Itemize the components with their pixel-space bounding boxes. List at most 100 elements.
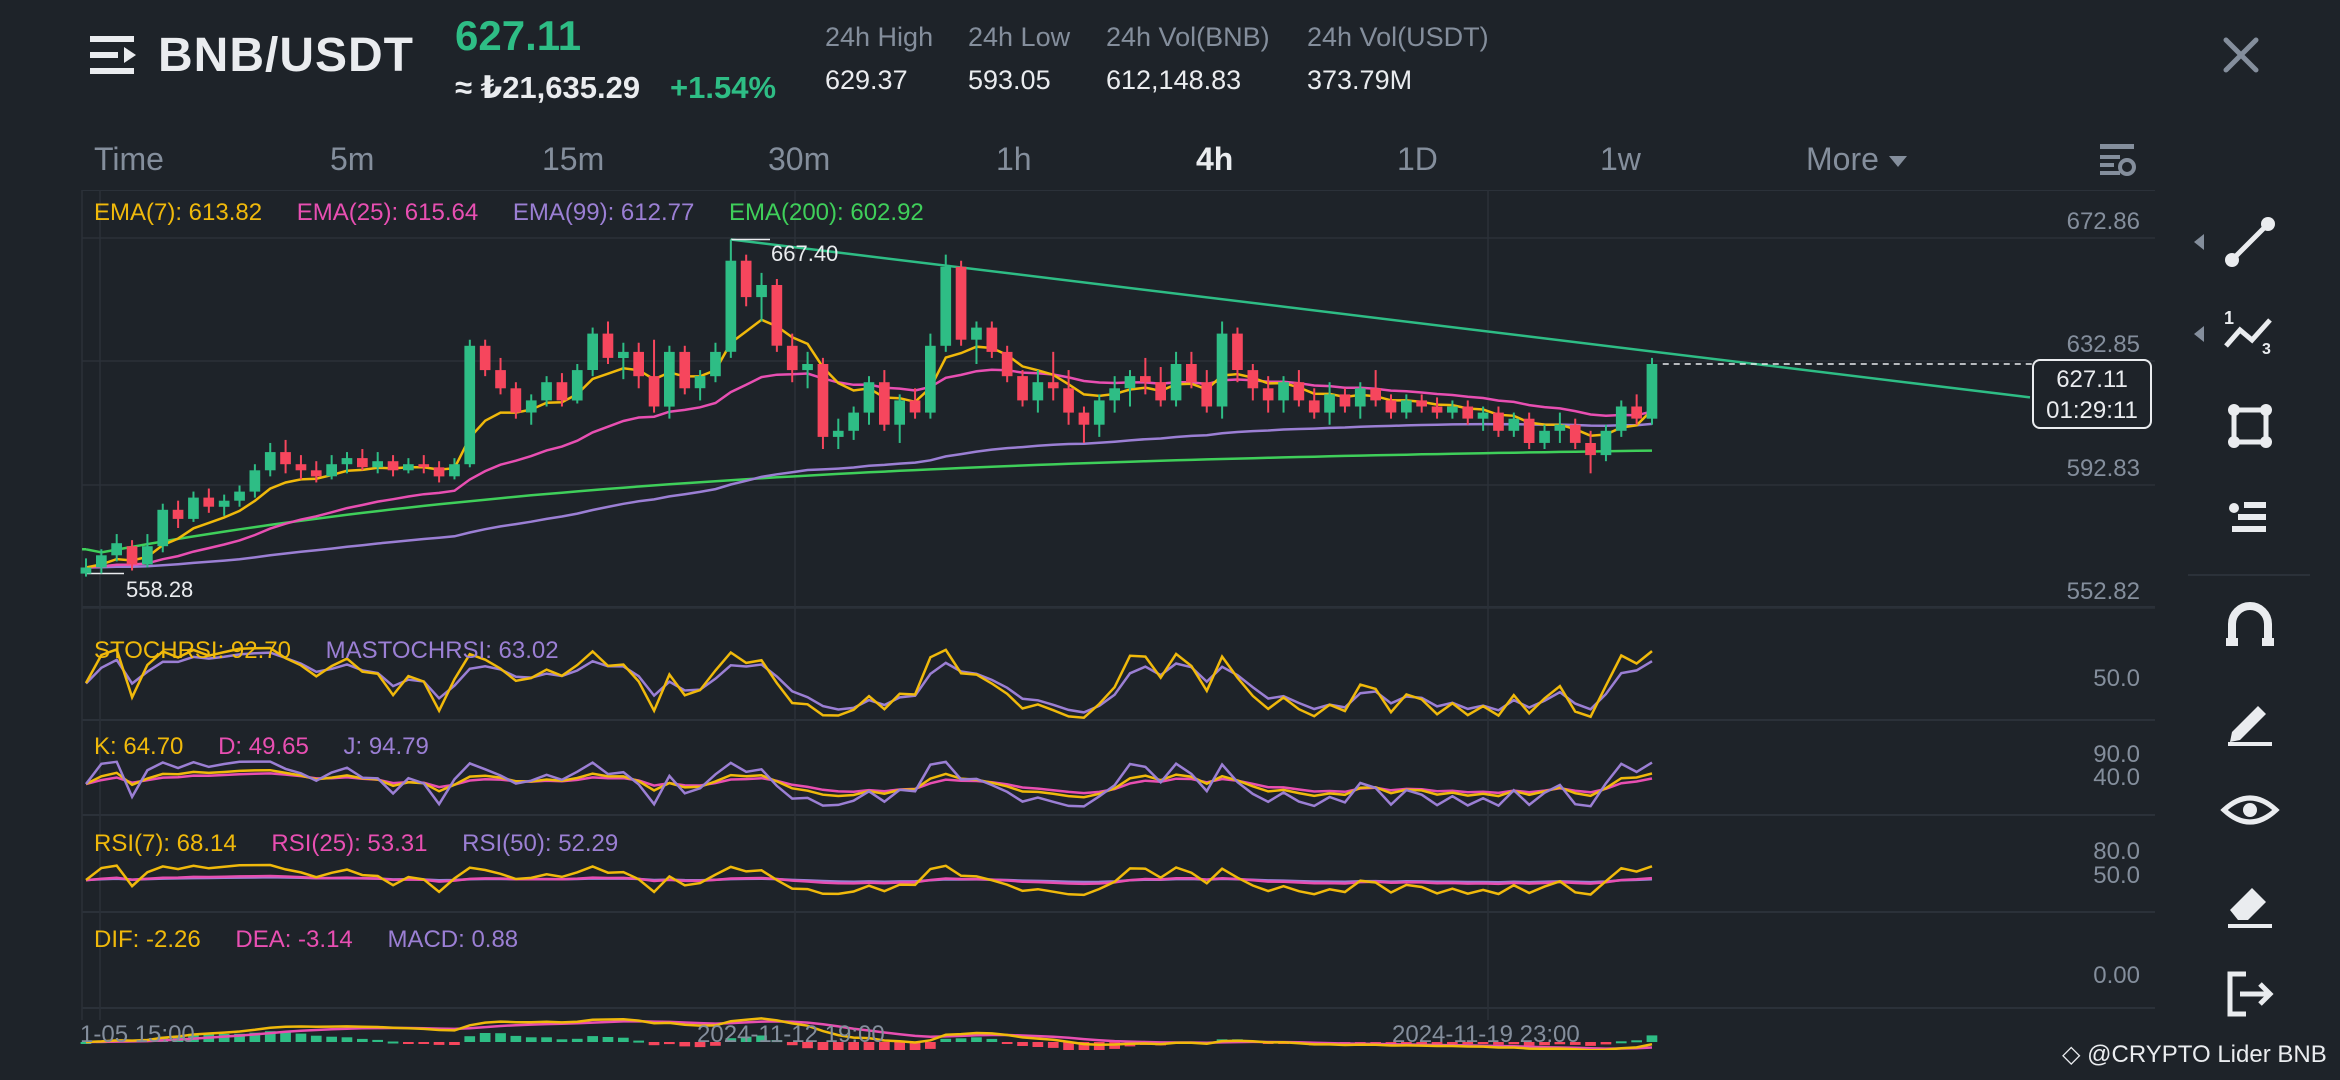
macd-bar: [1646, 1035, 1658, 1042]
macd-bar: [418, 1042, 430, 1044]
ema200-label: EMA(200): 602.92: [728, 199, 924, 226]
macd-bar: [387, 1041, 399, 1044]
tab-1h[interactable]: 1h: [996, 141, 1032, 177]
macd-bar: [234, 1033, 245, 1042]
date-axis-label: 1-05 15:00: [80, 1021, 195, 1048]
tab-1w[interactable]: 1w: [1600, 141, 1641, 177]
macd-bar: [694, 1042, 706, 1048]
macd-bar: [1431, 1042, 1443, 1045]
fib-icon[interactable]: 1 3: [2218, 302, 2282, 366]
rectangle-icon[interactable]: [2218, 394, 2282, 458]
tab-4h[interactable]: 4h: [1196, 141, 1234, 177]
menu-icon[interactable]: [90, 34, 138, 76]
macd-bar: [940, 1038, 952, 1042]
macd-bar: [403, 1042, 414, 1044]
tab-30m[interactable]: 30m: [768, 141, 831, 177]
macd-bar: [633, 1040, 644, 1043]
stochrsi-line: [84, 646, 1653, 719]
tab-1d[interactable]: 1D: [1397, 141, 1438, 177]
eye-icon[interactable]: [2218, 778, 2282, 842]
candle-body: [541, 382, 552, 401]
candle-body: [925, 345, 936, 413]
macd-bar: [1477, 1042, 1489, 1044]
candle-body: [418, 464, 430, 468]
low-annotation: 558.28: [126, 577, 194, 602]
candle-body: [111, 543, 122, 556]
macd-bar: [571, 1038, 583, 1042]
candle-body: [1539, 430, 1550, 443]
expand-arrow-icon[interactable]: [2194, 326, 2204, 342]
indicator-icon[interactable]: [2218, 486, 2282, 550]
expand-arrow-icon[interactable]: [2194, 234, 2204, 250]
macd-bar: [449, 1042, 460, 1045]
price-chart[interactable]: [0, 190, 2160, 1050]
candle-body: [1569, 424, 1581, 443]
pair-title[interactable]: BNB/USDT: [158, 29, 414, 82]
candle-body: [1416, 400, 1427, 407]
macd-bar: [495, 1033, 506, 1042]
macd-bar: [587, 1036, 598, 1042]
macd-bar: [357, 1038, 368, 1042]
macd-bar: [971, 1037, 982, 1042]
close-icon[interactable]: [2222, 36, 2260, 74]
candle-body: [1278, 382, 1289, 401]
candle-body: [1293, 382, 1305, 401]
exit-icon[interactable]: [2218, 962, 2282, 1026]
candle-body: [1124, 376, 1136, 389]
candle-body: [1477, 412, 1489, 419]
price-axis-label: 552.82: [2066, 578, 2140, 605]
macd-bar: [1032, 1042, 1044, 1047]
candle-body: [341, 458, 353, 465]
candle-body: [1462, 406, 1474, 419]
candle-body: [1032, 382, 1044, 401]
ema200-line: [85, 449, 1653, 554]
candle-body: [863, 382, 875, 413]
candle-body: [1109, 388, 1120, 401]
trend-line-icon[interactable]: [2218, 210, 2282, 274]
candle-body: [664, 351, 675, 407]
candle-body: [971, 327, 982, 340]
stochrsi-label: STOCHRSI: 92.70: [94, 637, 291, 664]
stat-label: 24h Low: [968, 22, 1071, 52]
macd-bar: [310, 1035, 322, 1042]
candle-body: [495, 370, 506, 389]
candle-body: [602, 333, 614, 358]
date-axis-label: 2024-11-12 19:00: [697, 1021, 885, 1048]
macd-bar: [879, 1042, 890, 1050]
macd-bar: [80, 1042, 92, 1044]
tab-5m[interactable]: 5m: [330, 141, 375, 177]
tab-more[interactable]: More: [1806, 141, 1907, 178]
date-axis-label: 2024-11-19 23:00: [1392, 1021, 1580, 1048]
candle-body: [740, 260, 752, 298]
macd-bar: [1493, 1042, 1504, 1045]
dea-line: [85, 1020, 1653, 1050]
stat-24h-vol-usdt: 24h Vol(USDT) 373.79M: [1307, 22, 1489, 96]
candle-body: [157, 509, 169, 547]
draw-icon[interactable]: [2218, 686, 2282, 750]
candle-body: [1001, 351, 1013, 377]
candle-body: [679, 351, 691, 389]
magnet-icon[interactable]: [2218, 594, 2282, 658]
candle-body: [280, 452, 291, 465]
candle-body: [1247, 370, 1259, 389]
chart-settings-icon[interactable]: [2098, 142, 2136, 178]
candle-body: [126, 546, 138, 565]
tab-time[interactable]: Time: [94, 141, 164, 177]
macd-bar: [326, 1036, 337, 1042]
candle-body: [310, 470, 322, 477]
eraser-icon[interactable]: [2218, 870, 2282, 934]
candle-body: [1370, 388, 1381, 401]
candle-body: [142, 546, 153, 565]
macd-axis-label: 0.00: [2093, 962, 2140, 989]
current-price: 627.11: [2056, 366, 2128, 393]
tab-15m[interactable]: 15m: [542, 141, 605, 177]
macd-bar: [433, 1042, 445, 1045]
macd-bar: [1093, 1042, 1105, 1050]
candle-body: [387, 461, 399, 471]
candle-body: [1554, 424, 1566, 431]
candle-body: [1262, 388, 1274, 401]
tab-more-label: More: [1806, 141, 1879, 177]
macd-bar: [541, 1037, 552, 1042]
macd-bar: [786, 1042, 798, 1046]
k-label: K: 64.70: [94, 733, 184, 760]
